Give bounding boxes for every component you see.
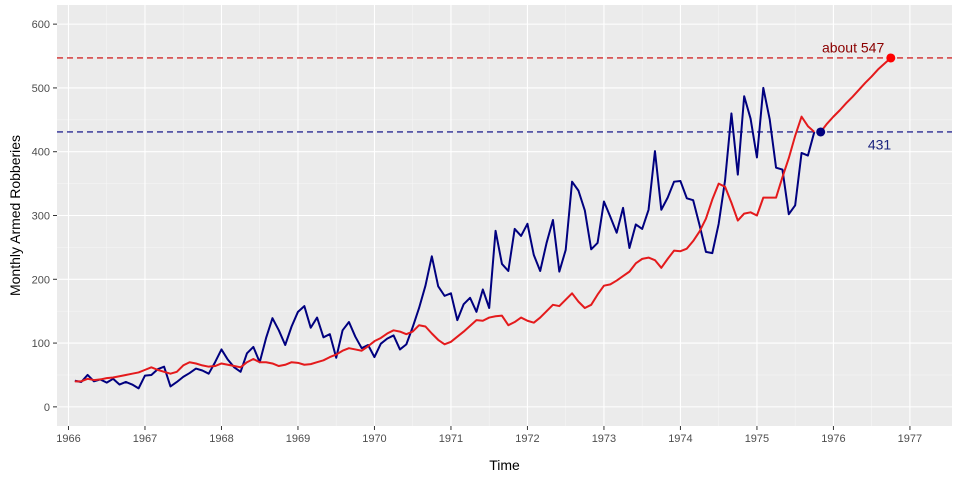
x-tick-label: 1968 <box>209 433 233 445</box>
x-axis-title: Time <box>489 457 520 473</box>
series-line-0 <box>74 86 816 390</box>
y-axis-tick-labels: 0 100 200 300 400 500 600 <box>32 19 50 414</box>
x-tick-label: 1966 <box>56 433 80 445</box>
x-tick-label: 1971 <box>439 433 463 445</box>
reference-lines <box>57 57 952 133</box>
x-tick-label: 1975 <box>745 433 769 445</box>
y-tick-label: 300 <box>32 211 50 223</box>
y-tick-label: 600 <box>32 19 50 31</box>
series-line-2 <box>819 57 892 133</box>
y-axis-title: Monthly Armed Robberies <box>7 135 23 296</box>
x-tick-label: 1977 <box>898 433 922 445</box>
x-tick-label: 1972 <box>515 433 539 445</box>
annotations: about 547 431 <box>822 40 891 153</box>
x-tick-label: 1970 <box>362 433 386 445</box>
highlight-points <box>816 53 896 137</box>
x-tick-label: 1976 <box>821 433 845 445</box>
annotation-forecast-value: about 547 <box>822 40 884 56</box>
y-tick-label: 500 <box>32 83 50 95</box>
y-tick-label: 200 <box>32 274 50 286</box>
x-tick-label: 1969 <box>286 433 310 445</box>
highlight-point-0 <box>816 127 826 137</box>
series-line-1 <box>74 115 815 383</box>
major-gridlines <box>57 5 952 426</box>
y-tick-label: 100 <box>32 338 50 350</box>
y-tick-label: 0 <box>44 402 50 414</box>
y-tick-label: 400 <box>32 147 50 159</box>
x-tick-label: 1973 <box>592 433 616 445</box>
axis-ticks <box>53 23 911 430</box>
x-tick-label: 1967 <box>133 433 157 445</box>
x-axis-tick-labels: 1966 1967 1968 1969 1970 1971 1972 1973 1974 1975… <box>56 433 922 445</box>
series-lines <box>74 57 892 390</box>
annotation-current-value: 431 <box>868 137 892 153</box>
highlight-point-1 <box>886 53 896 63</box>
x-tick-label: 1974 <box>668 433 692 445</box>
